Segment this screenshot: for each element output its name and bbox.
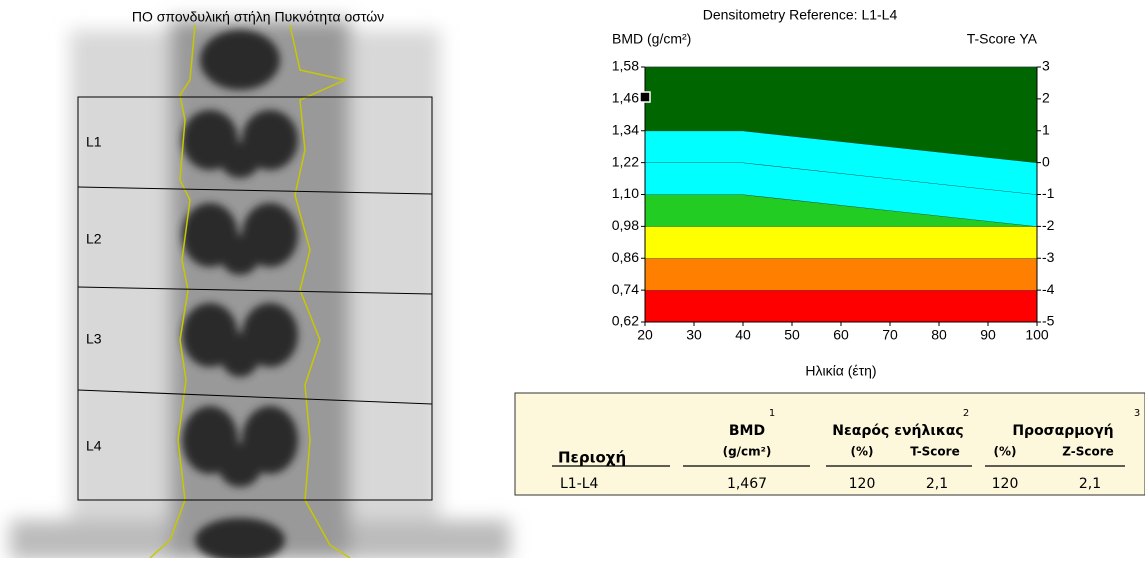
y-tick-label: 1,58 <box>612 58 639 74</box>
plot: 0,620,740,860,981,101,221,341,461,58-5-4… <box>612 58 1055 343</box>
y2-axis-label: T-Score YA <box>967 31 1038 47</box>
region-label: L3 <box>86 331 102 347</box>
x-tick-label: 30 <box>686 327 702 343</box>
table-cell: 1,467 <box>727 476 767 492</box>
x-tick-label: 70 <box>882 327 898 343</box>
reference-band <box>645 226 1037 258</box>
report: ΠΟ σπονδυλική στήλη Πυκνότητα οστών L1 L… <box>0 0 1145 558</box>
header-cell: BMD <box>729 423 765 439</box>
y-tick-label: 1,10 <box>612 185 639 201</box>
y2-tick-label: 3 <box>1042 58 1050 74</box>
table-cell: L1-L4 <box>560 476 599 492</box>
y2-tick-label: -2 <box>1042 217 1055 233</box>
table-cell: 2,1 <box>926 476 948 492</box>
region-label: L1 <box>86 134 102 150</box>
footnote-mark: 1 <box>769 408 775 419</box>
x-tick-label: 20 <box>637 327 653 343</box>
table-cell: 120 <box>992 476 1019 492</box>
y-tick-label: 0,98 <box>612 217 639 233</box>
x-tick-label: 80 <box>931 327 947 343</box>
y-tick-label: 1,46 <box>612 90 639 106</box>
header-cell: Z-Score <box>1062 445 1114 459</box>
header-cell: (%) <box>994 445 1017 459</box>
y-tick-label: 0,86 <box>612 249 639 265</box>
y-tick-label: 0,74 <box>612 281 639 297</box>
table-cell: 120 <box>849 476 876 492</box>
header-cell: Νεαρός ενήλικας <box>832 423 963 439</box>
footnote-mark: 3 <box>1134 408 1140 419</box>
y-tick-label: 0,62 <box>612 313 639 329</box>
header-cell: (%) <box>851 445 874 459</box>
header-cell: T-Score <box>910 445 959 459</box>
region-label: L4 <box>86 438 102 454</box>
y2-tick-label: 0 <box>1042 153 1050 169</box>
header-cell: Προσαρμογή <box>1012 423 1113 439</box>
scan-image <box>10 20 510 558</box>
table-cell: 2,1 <box>1079 476 1101 492</box>
y2-tick-label: 1 <box>1042 121 1050 137</box>
patient-marker <box>640 92 650 102</box>
y2-tick-label: -3 <box>1042 249 1055 265</box>
y-tick-label: 1,22 <box>612 153 639 169</box>
y2-tick-label: -1 <box>1042 185 1055 201</box>
chart-title: Densitometry Reference: L1-L4 <box>703 7 898 23</box>
header-cell: Περιοχή <box>558 449 626 467</box>
y2-tick-label: -4 <box>1042 281 1055 297</box>
y-tick-label: 1,34 <box>612 121 639 137</box>
x-tick-label: 100 <box>1025 327 1049 343</box>
x-tick-label: 90 <box>980 327 996 343</box>
x-axis-label: Ηλικία (έτη) <box>805 363 876 379</box>
reference-band <box>645 290 1037 322</box>
footnote-mark: 2 <box>963 408 969 419</box>
header-cell: (g/cm²) <box>723 445 772 459</box>
y2-tick-label: 2 <box>1042 90 1050 106</box>
image-title: ΠΟ σπονδυλική στήλη Πυκνότητα οστών <box>132 9 384 25</box>
x-tick-label: 50 <box>784 327 800 343</box>
y-axis-label: BMD (g/cm²) <box>612 31 691 47</box>
x-tick-label: 40 <box>735 327 751 343</box>
table-background <box>515 393 1145 495</box>
reference-band <box>645 258 1037 290</box>
region-label: L2 <box>86 231 102 247</box>
x-tick-label: 60 <box>833 327 849 343</box>
